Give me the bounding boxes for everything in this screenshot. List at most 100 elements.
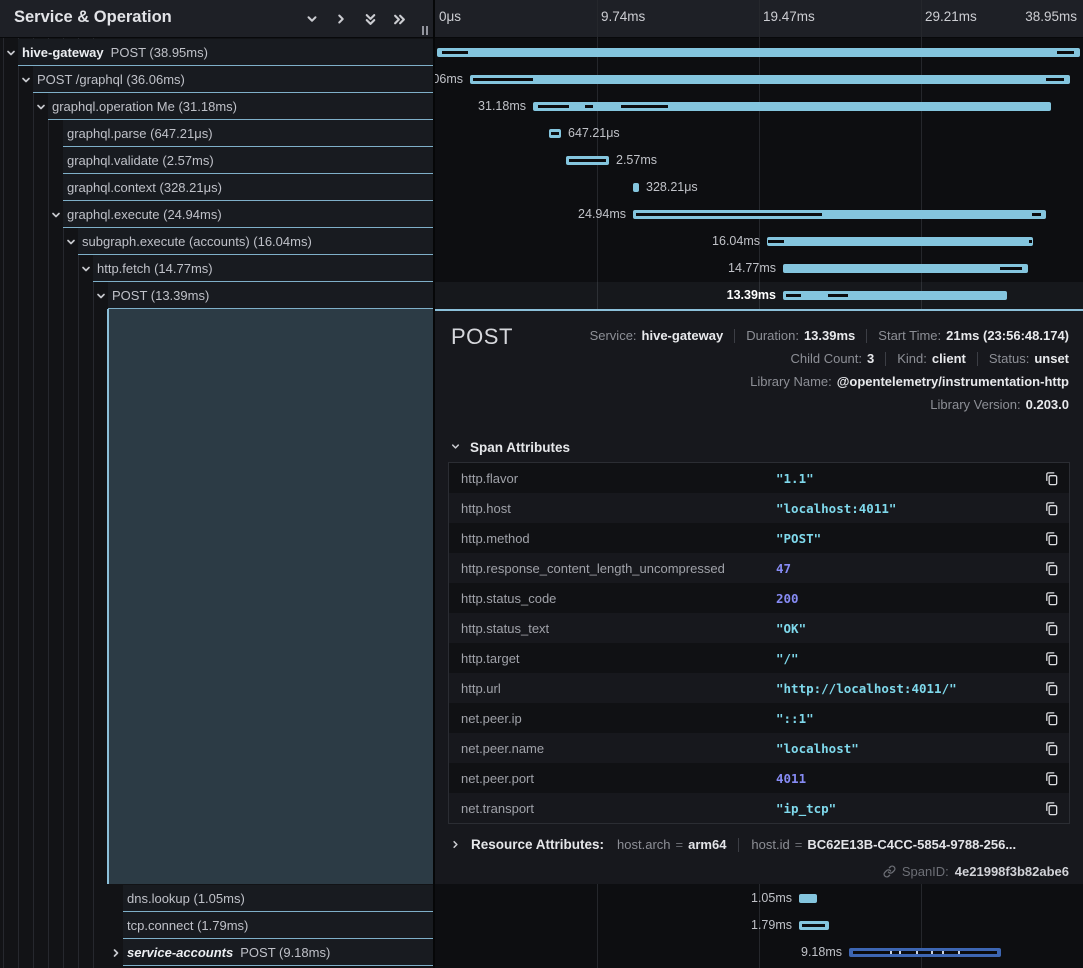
resource-attributes-row[interactable]: Resource Attributes: host.arch=arm64host… [450, 837, 1016, 852]
self-time-notch [473, 78, 533, 81]
detail-meta-line: Child Count:3Kind:clientStatus:unset [790, 351, 1069, 366]
span-row[interactable]: POST /graphql (36.06ms) [33, 66, 433, 93]
divider [885, 352, 886, 366]
self-time-notch [621, 105, 668, 108]
collapse-all-icon[interactable] [362, 11, 378, 27]
span-row[interactable]: graphql.validate (2.57ms) [63, 147, 433, 174]
span-duration-bar[interactable] [849, 948, 1001, 957]
copy-icon[interactable] [1044, 531, 1059, 546]
attribute-row: http.status_code200 [449, 583, 1069, 613]
tree-collapse-icon[interactable] [65, 235, 77, 253]
span-duration-bar[interactable] [799, 921, 829, 930]
span-id-value: 4e21998f3b82abe6 [955, 864, 1069, 879]
detail-meta-line: Library Name:@opentelemetry/instrumentat… [750, 374, 1069, 389]
bar-duration-label: 1.05ms [751, 891, 792, 905]
tree-collapse-icon[interactable] [5, 46, 17, 64]
resource-value: arm64 [688, 837, 726, 852]
equals-sign: = [795, 837, 803, 852]
bar-duration-label: 9.18ms [801, 945, 842, 959]
collapse-one-icon[interactable] [304, 11, 320, 27]
self-time-notch [786, 294, 801, 297]
span-row[interactable]: subgraph.execute (accounts) (16.04ms) [78, 228, 433, 255]
copy-icon[interactable] [1044, 801, 1059, 816]
panel-resize-grip[interactable] [422, 26, 428, 35]
span-row[interactable]: graphql.parse (647.21μs) [63, 120, 433, 147]
span-row[interactable]: tcp.connect (1.79ms) [123, 912, 433, 939]
span-label: subgraph.execute (accounts) (16.04ms) [82, 234, 312, 249]
span-duration-bar[interactable] [437, 48, 1080, 57]
span-label: graphql.operation Me (31.18ms) [52, 99, 237, 114]
span-duration-bar[interactable] [633, 210, 1046, 219]
copy-icon[interactable] [1044, 501, 1059, 516]
copy-icon[interactable] [1044, 591, 1059, 606]
copy-icon[interactable] [1044, 771, 1059, 786]
equals-sign: = [676, 837, 684, 852]
self-time-notch [942, 951, 944, 954]
span-bar-row: 24.94ms [435, 201, 1083, 228]
expand-all-icon[interactable] [391, 11, 407, 27]
meta-label: Status: [989, 351, 1029, 366]
copy-icon[interactable] [1044, 651, 1059, 666]
copy-icon[interactable] [1044, 711, 1059, 726]
self-time-notch [899, 951, 901, 954]
bar-duration-label: 24.94ms [578, 207, 626, 221]
tree-collapse-icon[interactable] [50, 208, 62, 226]
span-bar-row: 1.79ms [435, 912, 1083, 939]
attribute-row: http.url"http://localhost:4011/" [449, 673, 1069, 703]
span-duration-bar[interactable] [549, 129, 561, 138]
span-row[interactable]: graphql.operation Me (31.18ms) [48, 93, 433, 120]
span-row[interactable]: hive-gatewayPOST (38.95ms) [18, 39, 433, 66]
meta-value: 13.39ms [804, 328, 855, 343]
span-duration-bar[interactable] [533, 102, 1051, 111]
tree-expand-icon[interactable] [110, 946, 122, 964]
tree-collapse-icon[interactable] [20, 73, 32, 91]
self-time-notch [636, 213, 822, 216]
span-row[interactable]: graphql.context (328.21μs) [63, 174, 433, 201]
tree-collapse-icon[interactable] [95, 289, 107, 307]
span-row[interactable]: graphql.execute (24.94ms) [63, 201, 433, 228]
span-duration-bar[interactable] [566, 156, 609, 165]
span-duration-bar[interactable] [783, 264, 1028, 273]
meta-value: @opentelemetry/instrumentation-http [837, 374, 1069, 389]
span-attributes-section-header[interactable]: Span Attributes [450, 440, 570, 455]
attribute-value: 4011 [776, 771, 806, 786]
copy-icon[interactable] [1044, 471, 1059, 486]
span-row[interactable]: dns.lookup (1.05ms) [123, 885, 433, 912]
span-label: graphql.context (328.21μs) [67, 180, 222, 195]
span-row[interactable]: http.fetch (14.77ms) [93, 255, 433, 282]
span-duration-bar[interactable] [767, 237, 1033, 246]
span-duration-bar[interactable] [783, 291, 1007, 300]
meta-label: Library Version: [930, 397, 1020, 412]
link-icon[interactable] [883, 865, 896, 878]
timeline-tick: 0μs [439, 9, 461, 24]
tree-collapse-icon[interactable] [80, 262, 92, 280]
attribute-key: http.method [461, 531, 530, 546]
span-bar-row: 16.04ms [435, 228, 1083, 255]
copy-icon[interactable] [1044, 621, 1059, 636]
span-label: POST /graphql (36.06ms) [37, 72, 185, 87]
attribute-value: "POST" [776, 531, 821, 546]
span-attributes-table: http.flavor"1.1"http.host"localhost:4011… [448, 462, 1070, 824]
span-row[interactable]: POST (13.39ms) [108, 282, 433, 309]
attribute-key: http.status_code [461, 591, 556, 606]
span-bar-row: 328.21μs [435, 174, 1083, 201]
tree-collapse-icon[interactable] [35, 100, 47, 118]
attribute-value: "localhost" [776, 741, 859, 756]
panel-divider[interactable] [433, 0, 435, 968]
self-time-notch [569, 159, 605, 162]
copy-icon[interactable] [1044, 681, 1059, 696]
bar-duration-label: 647.21μs [568, 126, 620, 140]
span-tree: hive-gatewayPOST (38.95ms) POST /graphql … [0, 38, 433, 968]
span-bar-row: 31.18ms [435, 93, 1083, 120]
detail-meta-line: Library Version:0.203.0 [930, 397, 1069, 412]
copy-icon[interactable] [1044, 561, 1059, 576]
span-row[interactable]: service-accountsPOST (9.18ms) [123, 939, 433, 966]
copy-icon[interactable] [1044, 741, 1059, 756]
span-duration-bar[interactable] [799, 894, 817, 903]
expand-one-icon[interactable] [333, 11, 349, 27]
attribute-key: http.response_content_length_uncompresse… [461, 561, 725, 576]
span-duration-bar[interactable] [633, 183, 639, 192]
attribute-row: http.flavor"1.1" [449, 463, 1069, 493]
span-duration-bar[interactable] [470, 75, 1070, 84]
self-time-notch [538, 105, 569, 108]
